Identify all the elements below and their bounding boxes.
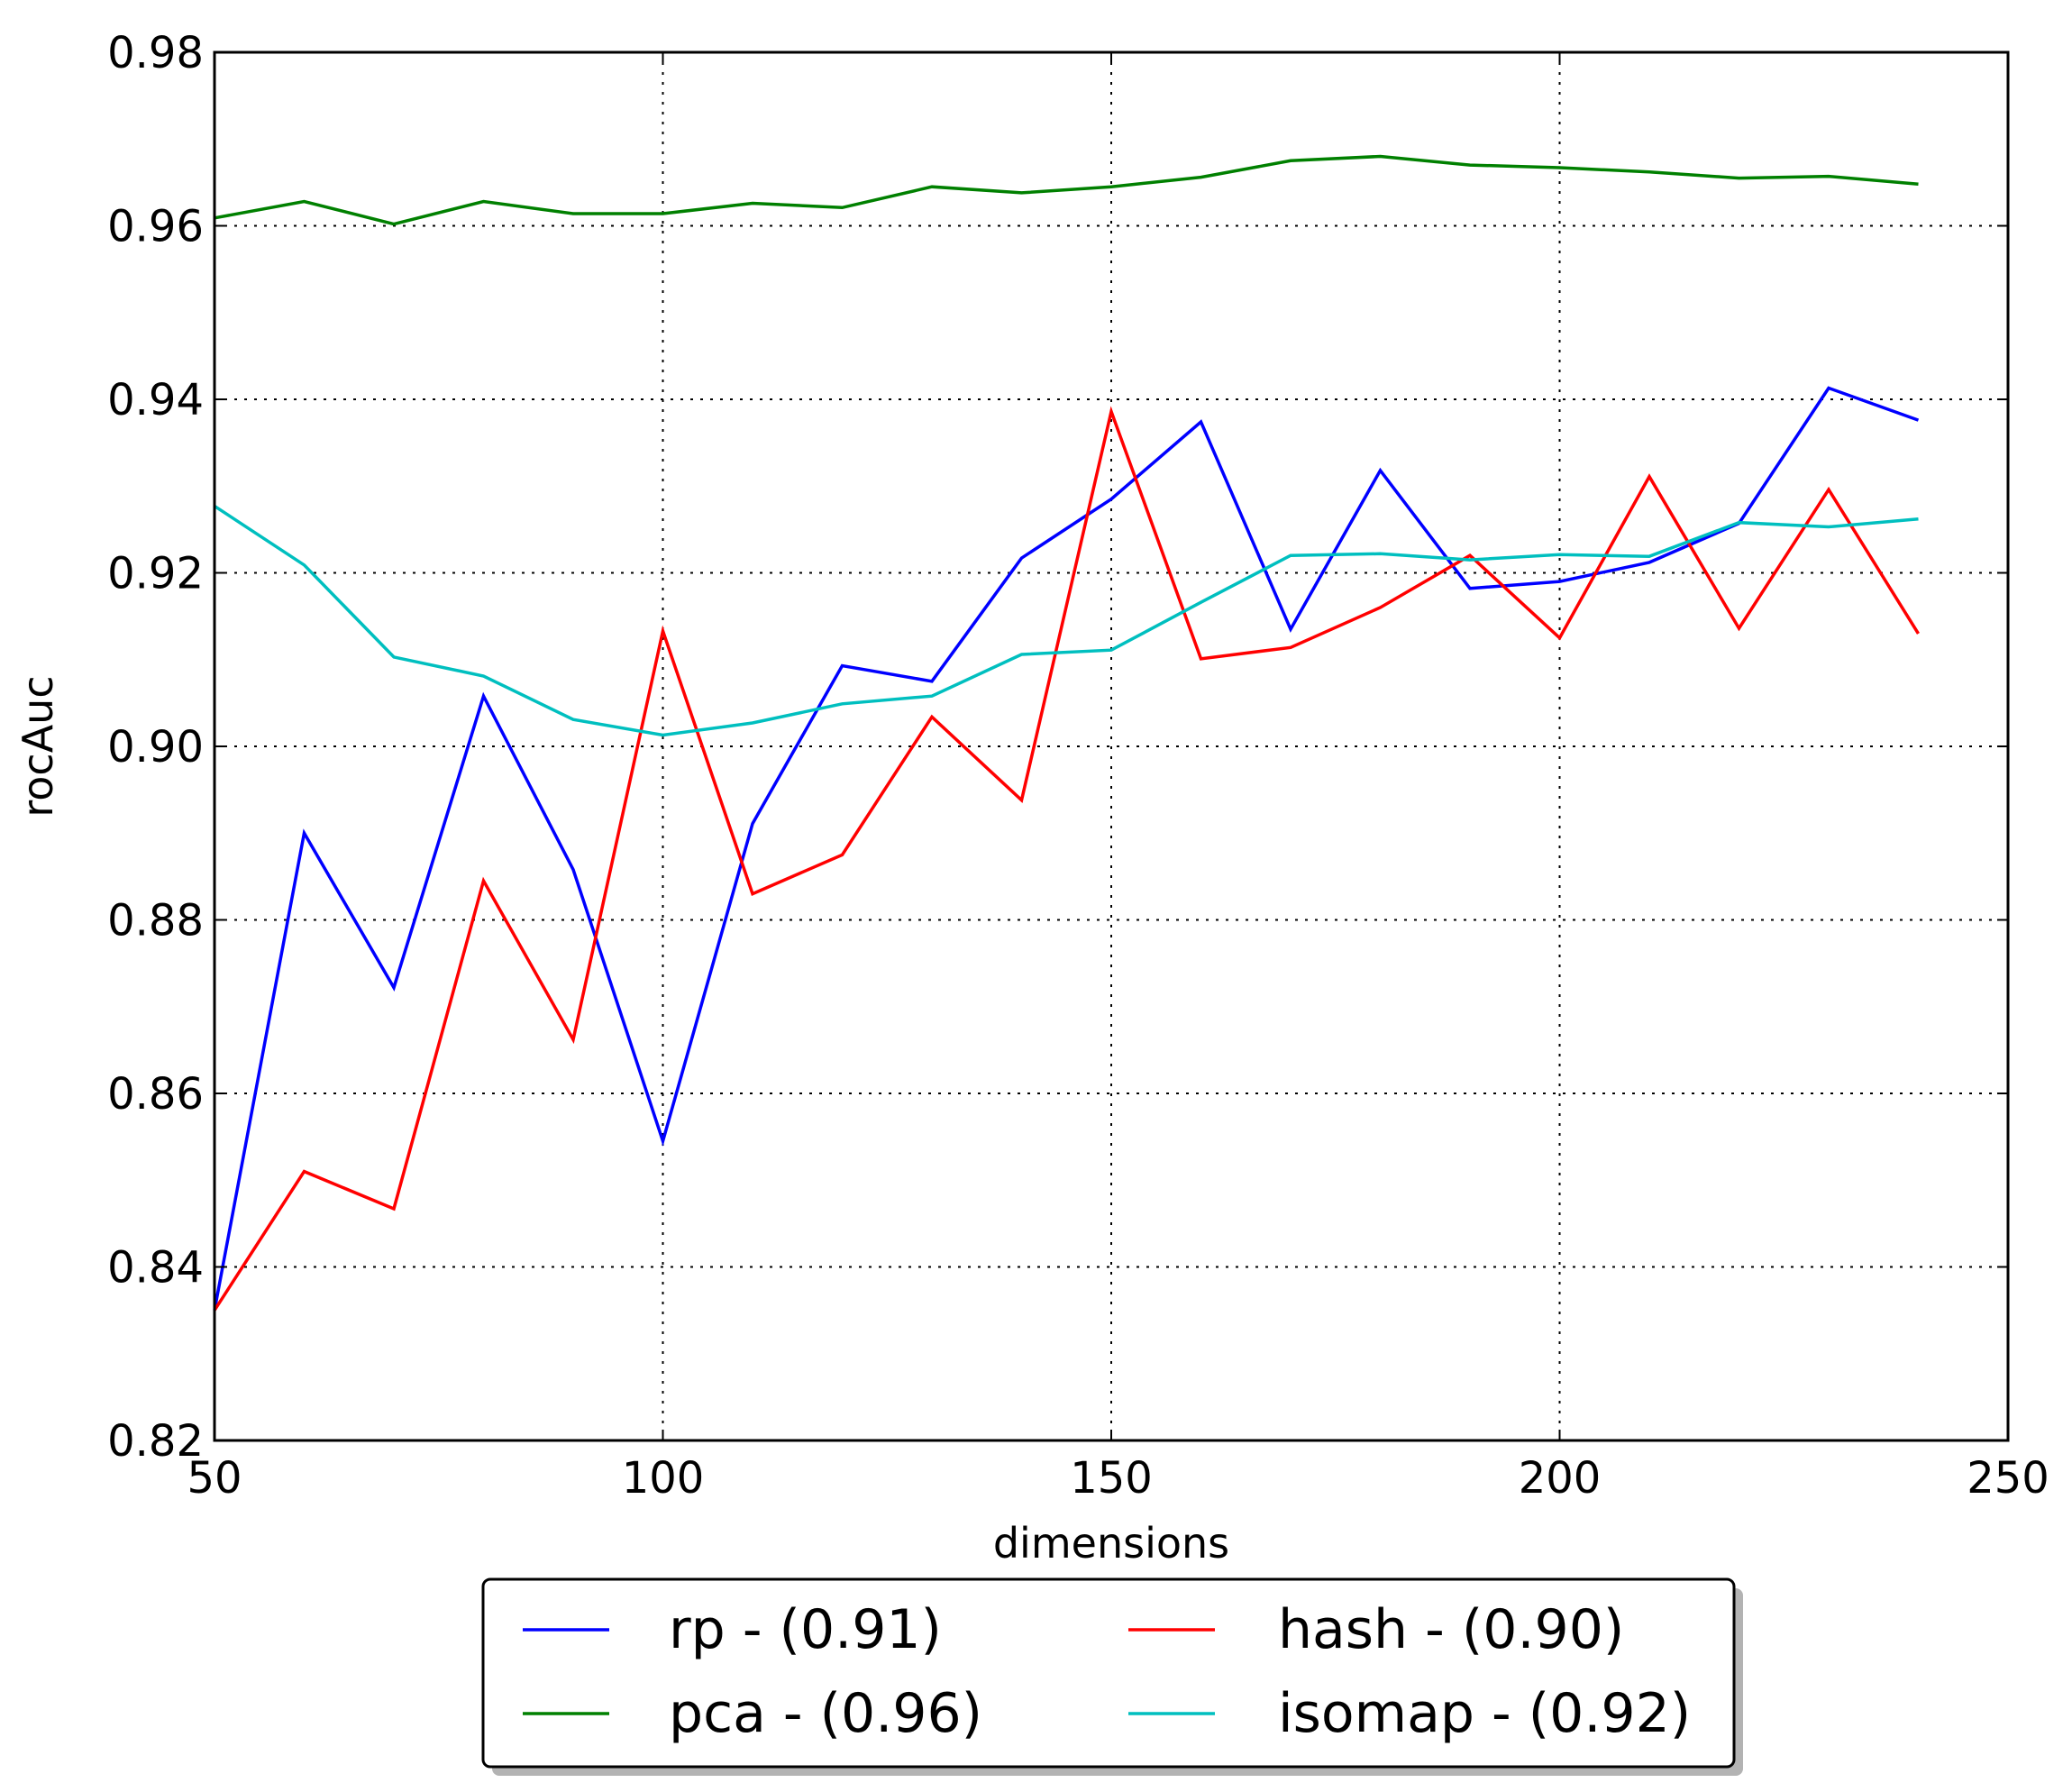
y-tick-label: 0.86 [107,1069,204,1120]
x-tick-label: 50 [187,1453,242,1504]
x-tick-label: 250 [1967,1453,2049,1504]
legend-label: pca - (0.96) [669,1682,982,1745]
x-axis-label: dimensions [993,1519,1229,1568]
series-line [213,406,1920,1312]
legend-label: hash - (0.90) [1278,1598,1624,1661]
y-tick-label: 0.88 [107,896,204,946]
legend-box [481,1577,1736,1769]
grid-lines [215,52,2008,1440]
legend-label: rp - (0.91) [669,1598,942,1661]
legend: rp - (0.91) hash - (0.90) pca - (0.96) isom… [481,1577,1743,1776]
series-lines [213,154,1920,1312]
series-line [213,386,1920,1311]
series-line [214,504,1919,737]
y-tick-label: 0.98 [107,28,204,78]
y-tick-label: 0.92 [107,549,204,599]
y-tick-label: 0.94 [107,375,204,425]
axis-ticks: 50 100 150 200 250 0.82 0.84 0.86 0.88 0.90 0.92 0.… [107,28,2049,1504]
x-tick-label: 100 [622,1453,705,1504]
y-tick-label: 0.96 [107,202,204,252]
y-tick-label: 0.84 [107,1243,204,1294]
legend-items: rp - (0.91) hash - (0.90) pca - (0.96) isom… [523,1598,1691,1745]
x-tick-label: 150 [1070,1453,1153,1504]
x-tick-label: 200 [1519,1453,1602,1504]
legend-label: isomap - (0.92) [1278,1682,1691,1745]
y-tick-label: 0.90 [107,722,204,773]
series-line [214,154,1919,226]
y-tick-label: 0.82 [107,1416,204,1467]
y-axis-label: rocAuc [14,675,62,817]
